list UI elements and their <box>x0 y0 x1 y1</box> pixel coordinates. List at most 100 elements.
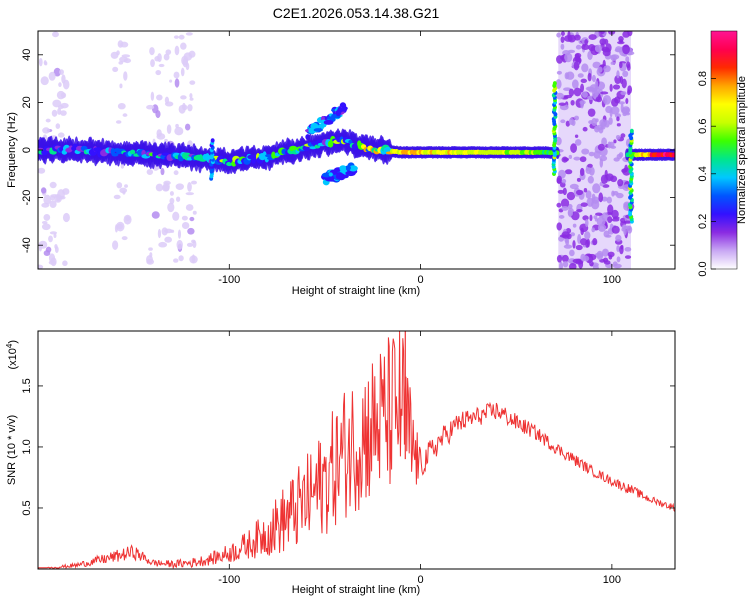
noise-speckle <box>620 244 624 250</box>
noise-speckle <box>561 205 569 211</box>
noise-speckle <box>596 250 604 261</box>
noise-speckle <box>607 251 615 258</box>
noise-speckle <box>573 34 581 41</box>
noise-speckle <box>616 70 620 79</box>
noise-speckle <box>555 92 565 100</box>
noise-speckle <box>580 78 587 84</box>
ridge-branch-blob <box>313 128 323 132</box>
noise-speckle <box>592 61 601 69</box>
noise-speckle <box>43 194 52 205</box>
spectrogram-y-ticks: -40 -20 0 20 40 <box>21 49 675 253</box>
noise-speckle <box>187 104 193 112</box>
noise-speckle <box>192 210 197 215</box>
spectrogram-y-tick-label: 0 <box>21 147 33 153</box>
noise-speckle <box>561 254 569 263</box>
noise-speckle <box>621 107 628 115</box>
noise-speckle <box>580 83 585 93</box>
noise-speckle <box>575 244 583 251</box>
snr-y-tick-label: 1.5 <box>21 378 33 393</box>
noise-speckle <box>557 189 565 194</box>
spectrogram-y-tick-label: -40 <box>21 237 33 253</box>
colorbar-gradient <box>710 30 738 270</box>
snr-x-ticks: -100 0 100 <box>218 331 621 586</box>
noise-speckle <box>38 264 44 269</box>
noise-speckle <box>581 44 590 51</box>
noise-speckle <box>160 167 165 176</box>
noise-speckle <box>155 110 161 119</box>
noise-speckle <box>556 32 561 38</box>
noise-speckle <box>576 177 581 182</box>
noise-speckle <box>572 258 582 264</box>
colorbar-tick-label: 0.6 <box>697 119 709 134</box>
noise-speckle <box>618 152 624 158</box>
noise-speckle <box>599 38 606 46</box>
noise-speckle <box>560 31 565 36</box>
noise-speckle <box>602 94 612 105</box>
noise-speckle <box>624 164 628 173</box>
snr-x-tick-label: -100 <box>218 574 240 586</box>
noise-speckle <box>181 215 188 221</box>
noise-speckle <box>189 97 194 101</box>
noise-speckle <box>568 154 573 160</box>
noise-speckle <box>178 34 185 40</box>
noise-speckle <box>556 222 563 231</box>
noise-speckle <box>611 209 619 219</box>
noise-speckle <box>174 45 180 56</box>
noise-speckle <box>45 118 51 123</box>
noise-speckle <box>591 227 596 233</box>
ridge-branch-blob <box>308 127 316 134</box>
noise-speckle <box>173 35 179 39</box>
noise-speckle <box>175 183 184 190</box>
noise-speckle <box>564 35 573 42</box>
noise-speckle <box>169 197 175 205</box>
noise-speckle <box>579 167 585 177</box>
noise-speckle <box>58 82 62 88</box>
noise-speckle <box>62 188 70 195</box>
noise-speckle <box>624 255 632 259</box>
noise-speckle <box>582 255 590 262</box>
noise-speckle <box>61 74 66 84</box>
noise-speckle <box>53 67 61 77</box>
noise-speckle <box>123 71 128 81</box>
noise-speckle <box>617 178 624 187</box>
noise-speckle <box>172 211 180 221</box>
noise-speckle <box>580 227 584 236</box>
noise-speckle <box>150 59 155 68</box>
noise-speckle <box>189 93 193 99</box>
ridge-core <box>129 149 136 155</box>
noise-speckle <box>191 254 196 264</box>
ridge-branch-blob <box>343 174 349 179</box>
spectrogram-x-tick-label: 100 <box>603 274 621 286</box>
noise-speckle <box>56 90 65 100</box>
noise-speckle <box>585 190 592 199</box>
noise-speckle <box>181 55 189 66</box>
noise-speckle <box>164 96 170 104</box>
noise-speckle <box>568 117 575 126</box>
noise-speckle <box>563 87 572 91</box>
noise-speckle <box>156 133 166 140</box>
noise-speckle <box>614 96 621 104</box>
noise-speckle <box>176 239 183 250</box>
noise-speckle <box>42 127 50 134</box>
noise-speckle <box>576 209 583 213</box>
noise-speckle <box>619 75 624 84</box>
spectrogram-y-tick-label: -20 <box>21 190 33 206</box>
noise-speckle <box>562 187 567 196</box>
noise-speckle <box>602 184 610 188</box>
colorbar-tick-label: 0.4 <box>697 166 709 181</box>
noise-speckle <box>112 240 119 250</box>
noise-speckle <box>48 235 53 243</box>
noise-speckle <box>620 91 627 96</box>
noise-speckle <box>181 221 190 230</box>
noise-speckle <box>581 63 589 73</box>
noise-speckle <box>611 225 620 234</box>
noise-speckle <box>568 88 575 97</box>
noise-speckle <box>114 224 118 233</box>
noise-speckle <box>189 80 196 85</box>
noise-speckle <box>616 192 624 199</box>
noise-speckle <box>146 104 155 110</box>
noise-speckle <box>587 163 593 168</box>
chart-title: C2E1.2026.053.14.38.G21 <box>273 5 440 21</box>
noise-speckle <box>622 44 630 55</box>
